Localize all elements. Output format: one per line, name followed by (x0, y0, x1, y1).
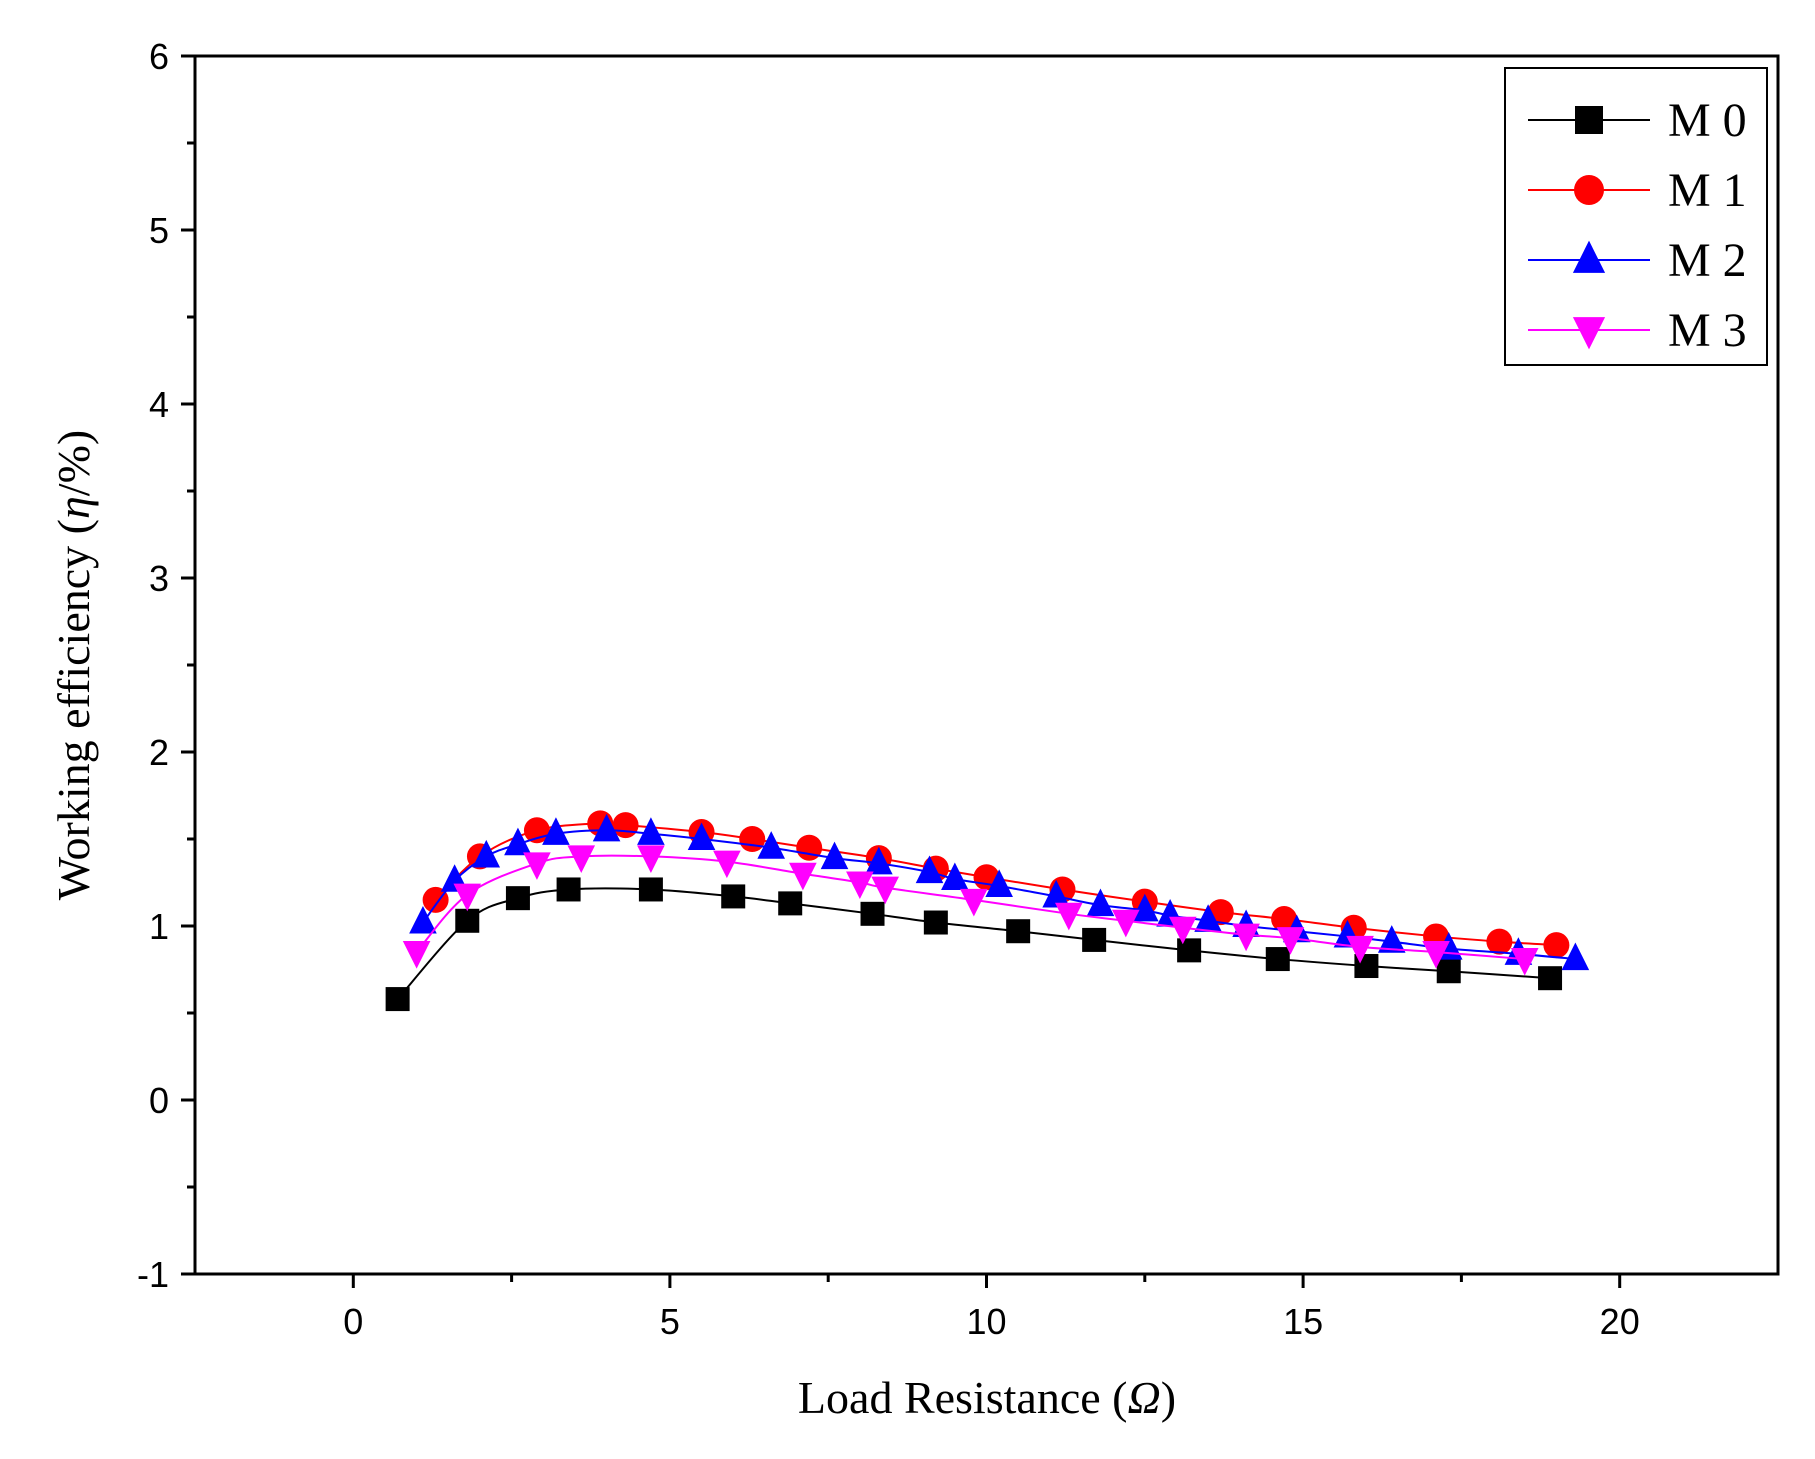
legend-label: M 2 (1668, 234, 1747, 287)
data-point (713, 850, 741, 879)
data-point (637, 845, 665, 873)
y-tick-label: 1 (149, 906, 169, 947)
data-point (960, 888, 988, 917)
legend-marker (1572, 317, 1606, 350)
legend-marker (1575, 106, 1603, 134)
data-point (402, 941, 431, 969)
legend-label: M 1 (1668, 164, 1747, 217)
data-point (1436, 959, 1461, 984)
data-point (1055, 902, 1083, 931)
data-point (1086, 888, 1115, 917)
y-tick-label: -1 (137, 1254, 169, 1295)
axis-ticks: 0 5 10 15 20 -1 0 1 2 3 4 5 6 (137, 36, 1640, 1342)
data-point (985, 869, 1013, 898)
data-point (796, 834, 823, 861)
data-point (739, 826, 766, 852)
series-0 (385, 877, 1563, 1012)
legend-label: M 0 (1668, 94, 1747, 147)
data-point (1543, 932, 1570, 959)
data-point (556, 877, 581, 902)
data-point (472, 839, 501, 868)
legend-marker (1572, 240, 1606, 273)
y-tick-label: 0 (149, 1080, 169, 1121)
data-point (1510, 948, 1539, 976)
data-point (1177, 938, 1202, 963)
y-tick-label: 5 (149, 210, 169, 251)
series-3 (402, 845, 1539, 976)
svg-text:Working efficiency (η/%): Working efficiency (η/%) (48, 430, 99, 900)
data-point (638, 877, 663, 902)
x-tick-label: 5 (660, 1301, 680, 1342)
data-point (567, 845, 596, 873)
data-point (542, 817, 570, 845)
data-point (1377, 925, 1406, 953)
data-point (1194, 904, 1222, 932)
data-point (637, 817, 665, 845)
data-point (1112, 909, 1140, 938)
data-point (941, 862, 969, 891)
x-axis-title: Load Resistance (Ω) (798, 1372, 1176, 1423)
data-point (687, 822, 716, 851)
legend-marker (1574, 175, 1604, 205)
data-point (778, 891, 803, 916)
data-point (1561, 942, 1590, 971)
legend-box (1504, 67, 1768, 366)
data-point (523, 852, 551, 880)
data-point (915, 855, 944, 884)
data-point (871, 876, 899, 905)
data-point (504, 827, 532, 856)
series-line (396, 887, 1551, 1000)
data-point (1168, 916, 1197, 945)
x-tick-label: 20 (1600, 1301, 1640, 1342)
data-point (1006, 919, 1031, 944)
data-point (1422, 941, 1450, 969)
data-point (721, 884, 746, 909)
data-point (453, 883, 482, 912)
data-point (1232, 923, 1260, 952)
data-point (757, 831, 786, 859)
x-tick-label: 10 (966, 1301, 1006, 1342)
data-point (923, 910, 948, 935)
data-point (865, 846, 893, 875)
data-point (1082, 927, 1107, 952)
data-point (1271, 906, 1298, 933)
plot-area (385, 810, 1590, 1012)
data-point (1538, 966, 1563, 991)
x-tick-label: 0 (343, 1301, 363, 1342)
data-point (409, 905, 437, 934)
y-tick-label: 2 (149, 732, 169, 773)
legend-label: M 3 (1668, 304, 1747, 357)
data-point (846, 871, 874, 900)
data-point (1131, 893, 1159, 922)
data-point (820, 841, 849, 870)
data-point (592, 813, 621, 842)
data-point (1486, 928, 1513, 955)
data-point (385, 987, 410, 1012)
data-point (505, 886, 530, 911)
legend-item: M 1 (1528, 164, 1747, 217)
data-point (1276, 927, 1305, 955)
y-tick-label: 4 (149, 384, 169, 425)
data-point (455, 908, 480, 933)
y-axis-title: Working efficiency (η/%) (48, 430, 99, 900)
data-point (1346, 935, 1374, 964)
legend-items: M 0 M 1 M 2 M 3 (1528, 94, 1747, 357)
legend-item: M 3 (1528, 304, 1747, 357)
data-point (422, 886, 449, 913)
data-point (789, 862, 817, 891)
legend-item: M 0 (1528, 94, 1747, 147)
legend: M 0 M 1 M 2 M 3 (1504, 67, 1768, 366)
y-tick-label: 6 (149, 36, 169, 77)
legend-item: M 2 (1528, 234, 1747, 287)
data-point (1042, 879, 1070, 908)
y-tick-label: 3 (149, 558, 169, 599)
data-point (1265, 947, 1290, 972)
x-tick-label: 15 (1283, 1301, 1323, 1342)
data-point (860, 901, 885, 926)
